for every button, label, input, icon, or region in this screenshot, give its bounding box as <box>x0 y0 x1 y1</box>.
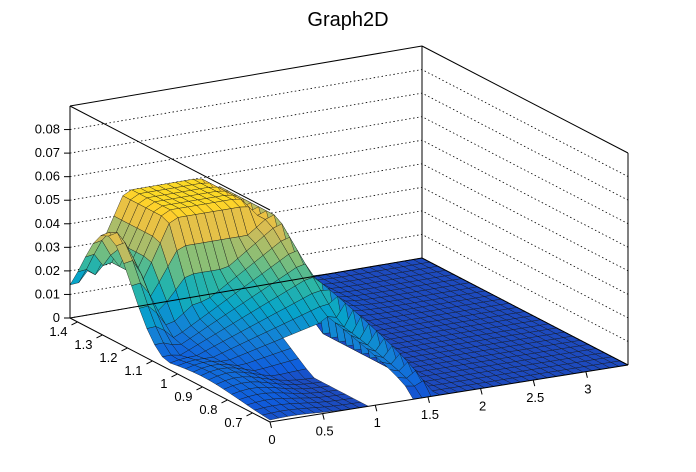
frame-edge-9 <box>69 105 271 211</box>
y-tick-label-5: 1.2 <box>99 350 117 365</box>
gridline-z-8 <box>69 69 629 177</box>
x-tick-label-2: 1 <box>374 415 381 430</box>
y-tick-mark-3 <box>171 373 178 378</box>
y-tick-mark-6 <box>96 334 103 339</box>
axis-ticks: 0 0.01 0.02 0.03 0.04 0.05 0.06 0.07 0.08 0 0.5 1 1.… <box>35 122 592 447</box>
y-tick-label-4: 1.1 <box>124 363 142 378</box>
x-tick-mark-6 <box>585 371 588 378</box>
surface-mesh <box>69 178 629 421</box>
x-tick-mark-5 <box>532 379 536 387</box>
x-tick-mark-0 <box>269 421 272 429</box>
chart-title: Graph2D <box>307 9 388 31</box>
z-tick-label-2: 0.02 <box>35 263 60 278</box>
z-tick-label-3: 0.03 <box>35 239 60 254</box>
x-tick-label-4: 2 <box>479 398 486 413</box>
y-tick-label-1: 0.8 <box>199 402 217 417</box>
y-tick-label-7: 1.4 <box>49 324 67 339</box>
frame-edge-3 <box>69 45 423 107</box>
x-tick-label-1: 0.5 <box>316 424 334 439</box>
y-tick-mark-1 <box>221 399 228 404</box>
z-tick-label-8: 0.08 <box>35 122 60 137</box>
z-tick-label-5: 0.05 <box>35 192 60 207</box>
x-tick-mark-1 <box>322 413 325 420</box>
frame-edge-5 <box>69 257 423 319</box>
z-tick-label-4: 0.04 <box>35 216 60 231</box>
frame-edge-8 <box>69 317 271 423</box>
frame-edge-6 <box>421 257 629 366</box>
frame-edge-7 <box>269 364 629 423</box>
x-tick-label-3: 1.5 <box>421 407 439 422</box>
z-tick-label-1: 0.01 <box>35 286 60 301</box>
z-tick-label-7: 0.07 <box>35 145 60 160</box>
y-tick-mark-0 <box>246 412 253 417</box>
y-tick-mark-2 <box>196 386 203 391</box>
z-tick-label-6: 0.06 <box>35 169 60 184</box>
y-tick-mark-4 <box>146 360 153 365</box>
x-tick-mark-2 <box>374 405 378 412</box>
frame-edge-4 <box>421 45 629 154</box>
y-tick-label-2: 0.9 <box>174 389 192 404</box>
x-tick-mark-3 <box>427 396 430 403</box>
y-tick-label-0: 0.7 <box>224 415 242 430</box>
x-tick-label-6: 3 <box>584 382 591 397</box>
y-tick-label-3: 1 <box>160 376 167 391</box>
axis-frame <box>69 45 629 423</box>
y-tick-mark-5 <box>121 347 128 352</box>
x-tick-label-0: 0 <box>268 432 275 447</box>
x-tick-mark-4 <box>480 388 483 395</box>
y-tick-mark-7 <box>71 321 78 326</box>
y-tick-label-6: 1.3 <box>74 337 92 352</box>
z-tick-label-0: 0 <box>53 310 60 325</box>
x-tick-label-5: 2.5 <box>526 390 544 405</box>
